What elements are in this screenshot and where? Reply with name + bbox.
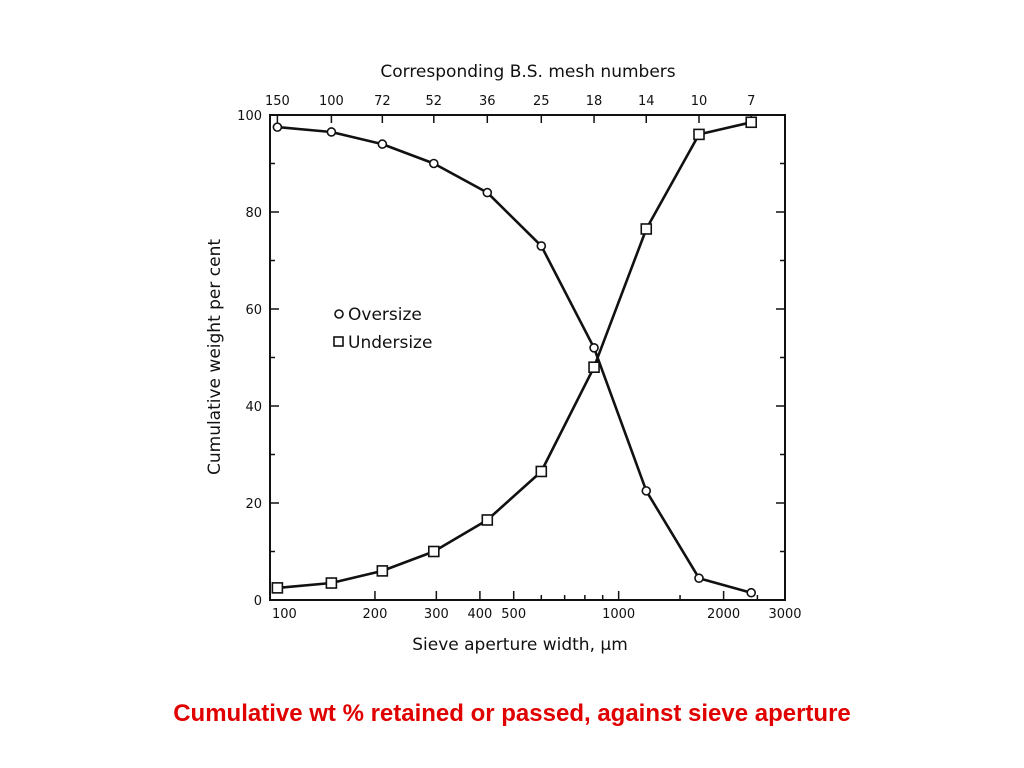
point-oversize — [326, 127, 337, 137]
top-tick-label: 100 — [319, 94, 344, 109]
top-tick-label: 25 — [533, 94, 550, 109]
point-undersize — [428, 545, 440, 558]
sieve-analysis-chart: 0 20 40 60 80 100 100 200 300 400 500 1000 2000 3000 1… — [205, 62, 802, 655]
x-tick-label: 2000 — [707, 607, 740, 622]
point-oversize — [377, 139, 388, 149]
axis-ticks — [269, 114, 786, 601]
y-tick-label: 60 — [245, 303, 262, 318]
y-tick-label: 80 — [245, 206, 262, 221]
point-undersize — [325, 577, 338, 589]
y-axis-title: Cumulative weight per cent — [205, 239, 225, 475]
series-line-oversize — [277, 125, 752, 594]
point-oversize — [482, 187, 493, 198]
point-oversize — [589, 342, 599, 353]
top-tick-label: 52 — [426, 94, 443, 109]
plot-frame — [269, 114, 786, 601]
tick-labels: 0 20 40 60 80 100 100 200 300 400 500 1000 2000 3000 1… — [237, 94, 801, 622]
point-oversize — [272, 122, 283, 132]
point-undersize — [376, 565, 389, 577]
point-oversize — [429, 158, 439, 169]
x-tick-label: 3000 — [768, 607, 801, 622]
x-tick-label: 500 — [501, 607, 526, 622]
legend-label-undersize: Undersize — [348, 333, 432, 353]
top-tick-label: 18 — [586, 94, 603, 109]
point-undersize — [693, 128, 705, 141]
point-oversize — [641, 486, 652, 496]
x-tick-label: 100 — [272, 607, 297, 622]
series-markers — [271, 116, 758, 598]
x-tick-label: 400 — [467, 607, 492, 622]
point-oversize — [746, 587, 757, 598]
y-tick-label: 100 — [237, 109, 262, 124]
slide-caption: Cumulative wt % retained or passed, agai… — [173, 700, 851, 727]
x-tick-label: 200 — [363, 607, 388, 622]
top-tick-label: 36 — [479, 94, 496, 109]
point-undersize — [535, 465, 548, 478]
point-oversize — [694, 573, 704, 583]
y-tick-label: 0 — [254, 594, 262, 609]
point-undersize — [271, 582, 284, 594]
top-tick-label: 14 — [638, 94, 655, 109]
point-undersize — [640, 223, 653, 235]
point-oversize — [536, 241, 547, 251]
top-tick-label: 150 — [265, 94, 290, 109]
top-tick-label: 7 — [747, 94, 755, 109]
top-axis-title: Corresponding B.S. mesh numbers — [380, 62, 675, 82]
series-lines — [277, 121, 752, 594]
y-tick-label: 40 — [245, 400, 262, 415]
top-tick-label: 10 — [691, 94, 708, 109]
top-tick-label: 72 — [374, 94, 391, 109]
legend-square-marker — [333, 336, 344, 347]
x-tick-label: 300 — [424, 607, 449, 622]
point-undersize — [745, 116, 758, 129]
point-undersize — [588, 361, 600, 374]
x-axis-title: Sieve aperture width, μm — [412, 635, 628, 655]
point-undersize — [481, 514, 494, 526]
series-line-undersize — [277, 121, 752, 590]
y-tick-label: 20 — [245, 497, 262, 512]
legend-label-oversize: Oversize — [348, 305, 422, 325]
x-tick-label: 1000 — [602, 607, 635, 622]
legend-circle-marker — [334, 309, 344, 319]
legend: Oversize Undersize — [333, 305, 432, 353]
